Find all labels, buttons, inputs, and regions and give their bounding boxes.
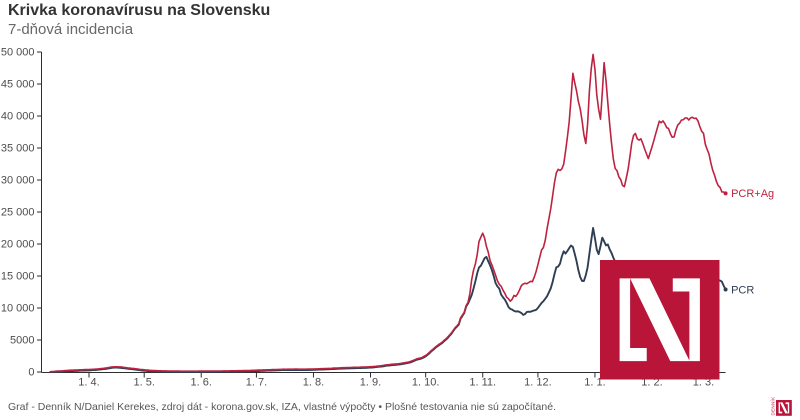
series-end-dot-pcr <box>723 287 728 292</box>
dennik-n-logo-watermark <box>600 260 720 380</box>
y-axis-tick-label: 40 000 <box>1 111 35 123</box>
y-axis-tick-label: 25 000 <box>1 207 35 219</box>
x-axis-tick-label: 1. 5. <box>133 377 154 389</box>
y-axis-tick-label: 10 000 <box>1 303 35 315</box>
page-title: Krivka koronavírusu na Slovensku <box>8 2 271 19</box>
x-axis-tick-label: 1. 3. <box>693 377 714 389</box>
x-axis-tick-label: 1. 2. <box>641 377 662 389</box>
y-axis-tick-label: 5000 <box>10 335 34 347</box>
y-axis-tick-label: 0 <box>28 367 34 379</box>
y-axis-tick-label: 20 000 <box>1 239 35 251</box>
x-axis-tick-label: 1. 4. <box>78 377 99 389</box>
x-axis-tick-label: 1. 11. <box>469 377 496 389</box>
x-axis-tick-label: 1. 10. <box>412 377 440 389</box>
x-axis-tick-label: 1. 12. <box>524 377 552 389</box>
x-axis-tick-label: 1. 8. <box>303 377 324 389</box>
dennik-n-footer-logo <box>776 400 792 416</box>
footer-attribution: Graf - Denník N/Daniel Kerekes, zdroj dá… <box>8 401 556 413</box>
dennik-n-footer-logo-letter-n <box>778 402 790 414</box>
y-axis-tick-label: 30 000 <box>1 175 35 187</box>
series-end-dot-pcr-ag <box>723 191 728 196</box>
x-axis-tick-label: 1. 7. <box>246 377 267 389</box>
y-axis-tick-label: 45 000 <box>1 79 35 91</box>
footer-logo-wordmark: DENNÍK <box>771 397 776 416</box>
series-line-pcr-ag <box>49 53 727 373</box>
y-axis-tick-label: 35 000 <box>1 143 35 155</box>
x-axis-tick-label: 1. 9. <box>360 377 381 389</box>
x-axis-tick-label: 1. 6. <box>191 377 212 389</box>
dennik-n-logo-watermark-letter-n <box>619 278 700 362</box>
page-subtitle: 7-dňová incidencia <box>8 21 134 38</box>
y-axis-tick-label: 50 000 <box>1 47 35 59</box>
series-label-pcr: PCR <box>731 284 754 296</box>
x-axis-tick-label: 1. 1. <box>584 377 605 389</box>
series-label-pcr-ag: PCR+Ag <box>731 188 774 200</box>
y-axis-tick-label: 15 000 <box>1 271 35 283</box>
